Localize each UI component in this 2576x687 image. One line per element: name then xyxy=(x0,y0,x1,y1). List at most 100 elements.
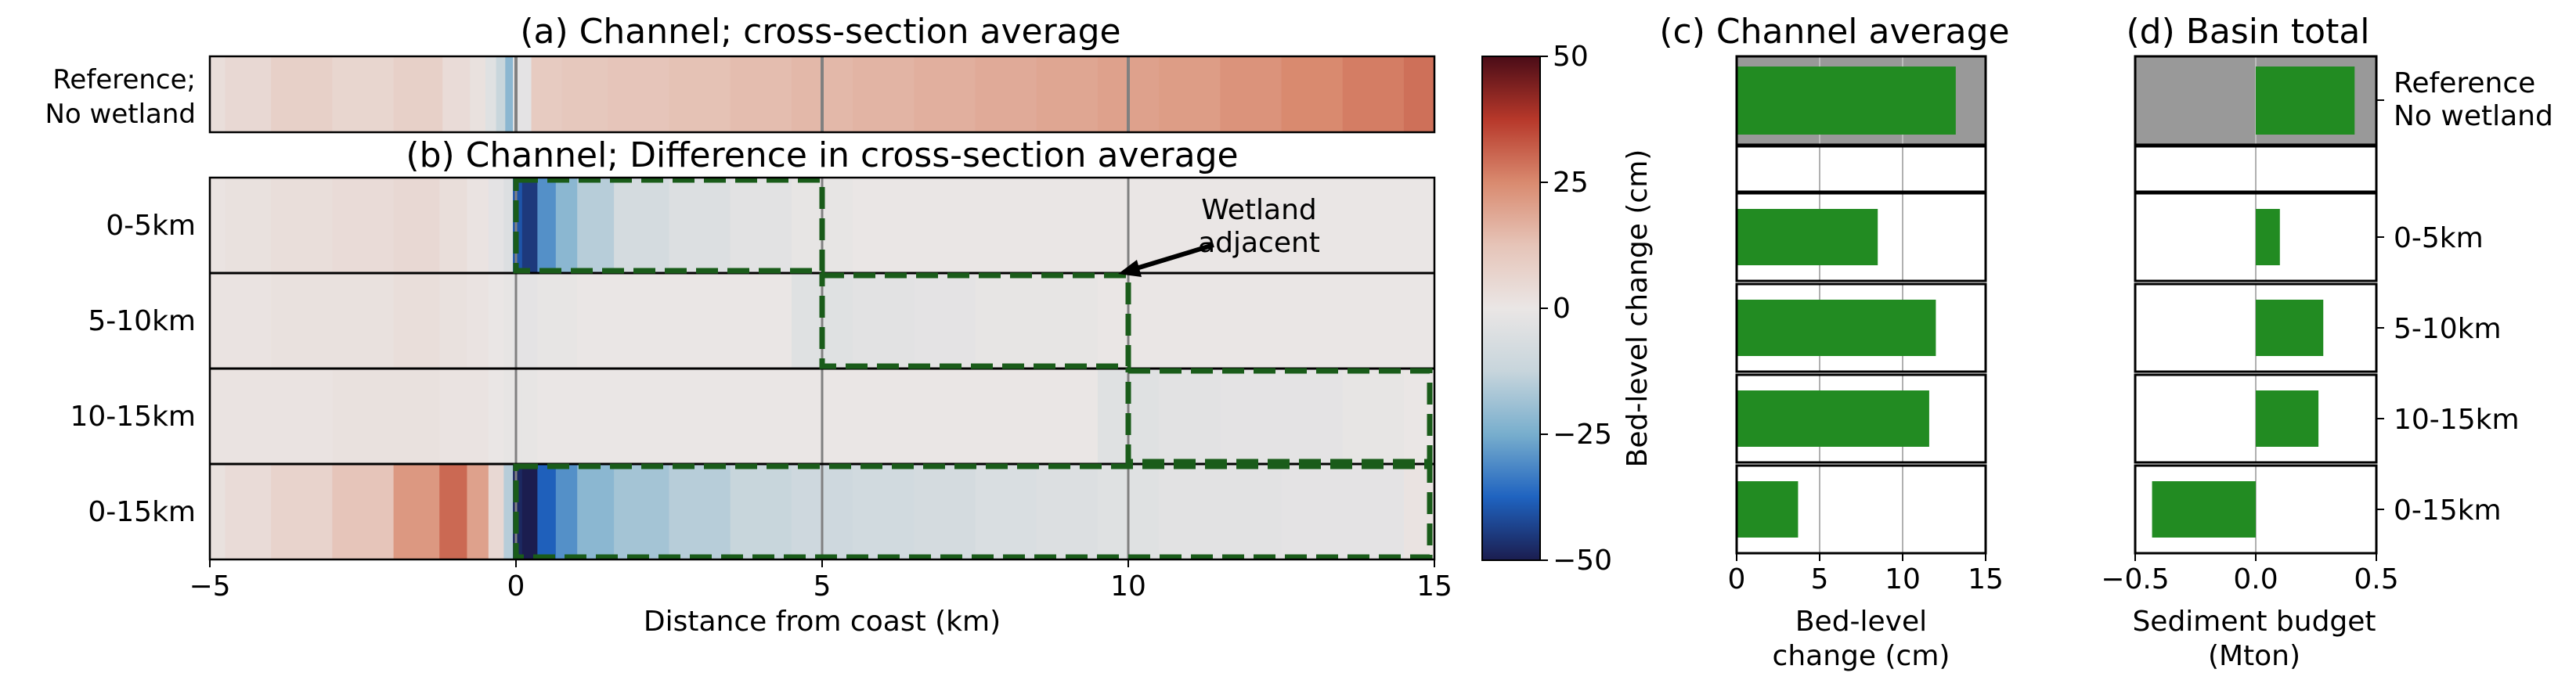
heatmap-a-cell xyxy=(914,56,976,132)
colorbar-tick-label: 50 xyxy=(1553,41,1589,73)
heatmap-b-cell xyxy=(614,464,670,559)
heatmap-b-cell xyxy=(210,273,226,369)
heatmap-b-cell xyxy=(577,273,615,369)
bar-xtick-label: 10 xyxy=(1885,563,1921,595)
heatmap-b-cell xyxy=(513,273,523,369)
heatmap-b-cell xyxy=(730,369,792,464)
panel-c-title: (c) Channel average xyxy=(1659,12,2009,52)
row-frame xyxy=(1735,145,1987,193)
bar xyxy=(2152,481,2256,538)
panel-c-xaxis: 0 5 10 15 xyxy=(1728,553,2004,595)
heatmap-a-cell xyxy=(470,56,486,132)
heatmap-b-cell xyxy=(225,369,272,464)
heatmap-b-cell xyxy=(503,273,514,369)
panel-d-row-label: No wetland xyxy=(2394,100,2553,132)
panel-d-row-label: 10-15km xyxy=(2394,404,2520,436)
bar-xtick-label: 15 xyxy=(1968,563,2004,595)
heatmap-a-cell xyxy=(332,56,395,132)
row-frame xyxy=(1735,282,1987,373)
bar-xtick-label: 0.5 xyxy=(2354,563,2398,595)
heatmap-b-cell xyxy=(555,178,578,273)
heatmap-a-cell xyxy=(393,56,443,132)
heatmap-b-cell xyxy=(271,273,333,369)
heatmap-b-cell xyxy=(914,369,976,464)
bar-xtick-label: 0 xyxy=(1728,563,1746,595)
heatmap-b-cell xyxy=(555,273,578,369)
heatmap-a-cell xyxy=(485,56,497,132)
wetland-box xyxy=(513,463,1433,560)
heatmap-b-cell xyxy=(1036,273,1099,369)
panel-b-row-labels: 0-5km 5-10km 10-15km 0-15km xyxy=(70,210,196,528)
colorbar-label: Bed-level change (cm) xyxy=(1622,149,1654,468)
heatmap-b-cell xyxy=(730,273,792,369)
panel-a-title: (a) Channel; cross-section average xyxy=(520,12,1120,52)
heatmap-b-cell xyxy=(577,178,615,273)
heatmap-b-cell xyxy=(1281,178,1344,273)
wetland-box xyxy=(513,177,825,274)
panel-c-xlabel-line2: change (cm) xyxy=(1773,640,1950,672)
colorbar-tick-label: 0 xyxy=(1553,293,1571,325)
heatmap-a-cell xyxy=(1403,56,1435,132)
heatmap-b-cell xyxy=(1159,369,1221,464)
heatmap-b-cell xyxy=(439,178,468,273)
wetland-box xyxy=(819,272,1131,369)
bar xyxy=(1737,209,1878,265)
heatmap-b-cell xyxy=(853,464,915,559)
heatmap-b-cell xyxy=(521,369,538,464)
heatmap-b-cell xyxy=(1281,464,1344,559)
heatmap-b-cell xyxy=(914,273,976,369)
annotation-wetland-line1: Wetland xyxy=(1201,194,1316,226)
row-frame xyxy=(1735,373,1987,464)
heatmap-a-cell xyxy=(1220,56,1283,132)
colorbar xyxy=(1481,56,1541,561)
colorbar-tick-label: 25 xyxy=(1553,167,1589,199)
heatmap-b-cell xyxy=(555,464,578,559)
heatmap-a-cell xyxy=(505,56,514,132)
heatmap-b-cell xyxy=(503,464,514,559)
heatmap-b-cell xyxy=(439,369,468,464)
heatmap-b-cell xyxy=(225,178,272,273)
heatmap-b-cell xyxy=(488,178,504,273)
panel-a-frame xyxy=(208,55,1436,134)
heatmap-b-cell xyxy=(271,178,333,273)
heatmap-b-cell xyxy=(513,369,523,464)
heatmap-b-cell xyxy=(1220,178,1283,273)
heatmap-b-cell xyxy=(393,464,440,559)
heatmap-b-cell xyxy=(1220,369,1283,464)
heatmap-b-cell xyxy=(669,178,731,273)
heatmap-b-cell xyxy=(210,369,226,464)
bar-xtick-label: −0.5 xyxy=(2101,563,2169,595)
heatmap-a-cell xyxy=(1281,56,1344,132)
heatmap-a-cell xyxy=(442,56,471,132)
bar xyxy=(1737,67,1956,135)
wetland-box xyxy=(1125,368,1433,465)
heatmap-b-cell xyxy=(467,178,489,273)
heatmap-b-cell xyxy=(614,369,670,464)
heatmap-a-cell xyxy=(608,56,670,132)
heatmap-b-cell xyxy=(853,178,915,273)
bar xyxy=(2256,390,2319,447)
heatmap-b-cell xyxy=(1220,464,1283,559)
heatmap-b-cell xyxy=(488,369,504,464)
heatmap-b-cell xyxy=(853,369,915,464)
heatmap-b-cell xyxy=(393,273,440,369)
heatmap-a-cell xyxy=(561,56,608,132)
heatmap-b-cell xyxy=(1036,178,1099,273)
panel-d-xlabel-line1: Sediment budget xyxy=(2132,606,2376,638)
heatmap-b-cell xyxy=(1342,464,1405,559)
panel-a-row-label-2: No wetland xyxy=(45,99,196,130)
annotation-arrow-head xyxy=(1118,260,1142,277)
heatmap-b-cell xyxy=(555,369,578,464)
panel-d-row-label: 0-15km xyxy=(2394,495,2502,527)
colorbar-ticks: 50 25 0 −25 −50 xyxy=(1540,41,1612,577)
heatmap-b-cell xyxy=(1220,273,1283,369)
heatmap-a-cell xyxy=(730,56,792,132)
heatmap-b-cell xyxy=(914,464,976,559)
heatmap-b-cell xyxy=(393,369,440,464)
heatmap-a-cell xyxy=(669,56,731,132)
heatmap-b-cell xyxy=(332,369,395,464)
heatmap-b-cell xyxy=(271,369,333,464)
heatmap-b-cell xyxy=(537,178,557,273)
panel-d-xaxis: −0.5 0.0 0.5 xyxy=(2101,553,2399,595)
bar-xtick-label: 5 xyxy=(1811,563,1829,595)
